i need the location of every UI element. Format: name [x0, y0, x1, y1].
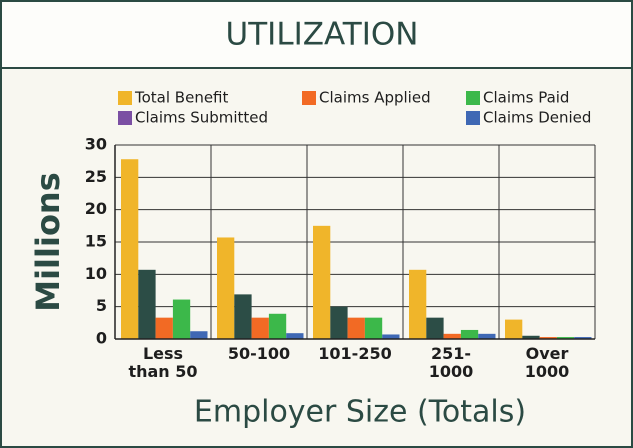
y-tick-label: 10: [85, 264, 107, 283]
bar: [522, 335, 540, 339]
y-tick-label: 0: [96, 329, 107, 348]
y-tick-label: 5: [96, 296, 107, 315]
bar: [313, 225, 331, 339]
x-tick-label: 101-250: [318, 344, 392, 363]
legend-label: Claims Denied: [483, 109, 591, 127]
x-tick-label: 50-100: [227, 344, 291, 363]
bar: [286, 333, 304, 339]
chart-title: UTILIZATION: [226, 17, 419, 53]
legend-label: Claims Submitted: [135, 109, 268, 127]
bar: [409, 269, 427, 339]
legend-label: Claims Paid: [483, 89, 569, 107]
bar: [364, 317, 383, 339]
bar: [190, 331, 208, 339]
bar: [556, 337, 575, 339]
y-tick-label: 25: [85, 167, 107, 186]
bar: [121, 159, 139, 339]
bar: [539, 337, 557, 339]
y-axis-label: Millions: [29, 172, 67, 312]
y-tick-label: 20: [85, 199, 107, 218]
x-tick-label: Less than 50: [128, 344, 198, 381]
legend-label: Total Benefit: [134, 89, 229, 107]
legend-swatch: [466, 91, 480, 105]
x-axis-label: Employer Size (Totals): [194, 395, 526, 430]
bar: [217, 237, 235, 339]
bar: [382, 334, 400, 339]
bar: [251, 317, 269, 339]
legend-swatch: [118, 91, 132, 105]
bar: [443, 333, 461, 339]
legend-swatch: [466, 111, 480, 125]
header: [2, 2, 631, 68]
bar: [268, 313, 287, 339]
bar: [574, 337, 592, 339]
bar: [460, 329, 479, 339]
bar: [478, 333, 496, 339]
bar: [172, 299, 191, 339]
bar: [330, 306, 348, 339]
legend-swatch: [118, 111, 132, 125]
y-tick-label: 30: [85, 135, 107, 154]
x-tick-label: 251-1000: [428, 344, 474, 381]
x-tick-label: Over 1000: [524, 344, 570, 381]
bar: [426, 317, 444, 339]
bar: [234, 294, 252, 339]
bar: [347, 317, 365, 339]
legend-swatch: [302, 91, 316, 105]
bar: [138, 269, 156, 339]
bar: [155, 317, 173, 339]
legend-label: Claims Applied: [319, 89, 431, 107]
bar: [505, 319, 523, 339]
y-tick-label: 15: [85, 232, 107, 251]
